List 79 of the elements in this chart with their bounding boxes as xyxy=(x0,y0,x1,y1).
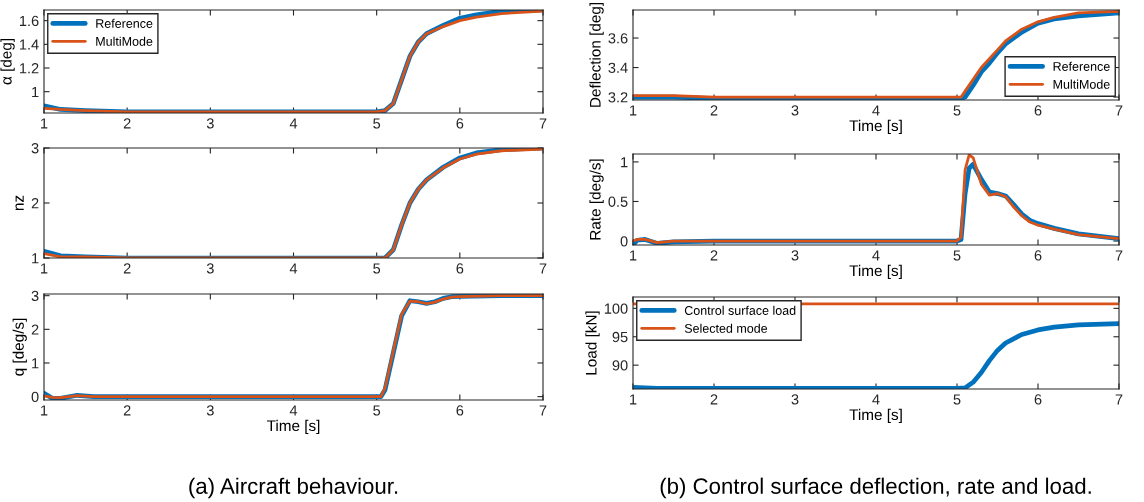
x-tick-label: 5 xyxy=(953,250,961,261)
y-axis-title: Load [kN] xyxy=(585,311,600,375)
y-tick-label: 0.5 xyxy=(608,196,628,207)
y-tick-label: 2 xyxy=(31,198,39,209)
y-tick-label: 0 xyxy=(620,236,628,247)
legend-label: Reference xyxy=(96,18,153,28)
y-tick-label: 0 xyxy=(31,391,39,403)
x-tick-label: 7 xyxy=(539,405,547,416)
x-tick-label: 7 xyxy=(539,263,547,274)
x-tick-label: 4 xyxy=(289,405,298,416)
x-tick-label: 5 xyxy=(373,263,381,274)
x-tick-label: 3 xyxy=(791,250,799,261)
y-axis-title: Rate [deg/s] xyxy=(589,159,604,240)
x-tick-label: 2 xyxy=(710,250,718,261)
y-tick-label: 1.2 xyxy=(19,63,39,74)
x-tick-label: 1 xyxy=(630,394,637,405)
x-tick-label: 6 xyxy=(456,118,464,129)
x-axis-title: Time [s] xyxy=(849,264,902,280)
x-tick-label: 1 xyxy=(630,250,637,261)
x-tick-label: 1 xyxy=(41,118,48,129)
x-tick-label: 3 xyxy=(791,394,799,405)
y-tick-label: 1.6 xyxy=(19,15,39,27)
x-tick-label: 6 xyxy=(1034,105,1042,116)
x-tick-label: 2 xyxy=(710,105,718,116)
x-tick-label: 2 xyxy=(123,118,131,129)
x-tick-label: 1 xyxy=(41,405,48,416)
y-tick-label: 3.6 xyxy=(608,33,628,44)
x-tick-label: 2 xyxy=(710,394,718,405)
legend-label: MultiMode xyxy=(1053,79,1110,89)
y-tick-label: 1 xyxy=(32,86,39,97)
x-tick-label: 4 xyxy=(872,250,880,261)
x-tick-label: 7 xyxy=(1115,105,1123,116)
y-tick-label: 90 xyxy=(612,360,628,371)
text: (b) Control surface deflection, rate and load. xyxy=(660,477,1091,499)
x-tick-label: 2 xyxy=(123,263,131,274)
x-tick-label: 4 xyxy=(872,394,880,405)
y-tick-label: 1 xyxy=(32,358,39,369)
x-tick-label: 3 xyxy=(791,105,799,116)
x-tick-label: 6 xyxy=(456,263,464,274)
x-tick-label: 7 xyxy=(1115,250,1123,261)
y-tick-label: 95 xyxy=(612,331,628,343)
x-axis-title: Time [s] xyxy=(849,408,902,424)
y-tick-label: 2 xyxy=(31,324,39,335)
legend-label: Selected mode xyxy=(684,323,768,333)
x-tick-label: 3 xyxy=(206,263,214,274)
x-axis-title: Time [s] xyxy=(849,119,902,135)
y-axis-title: Deflection [deg] xyxy=(589,3,604,107)
x-tick-label: 6 xyxy=(456,405,464,416)
x-tick-label: 4 xyxy=(872,105,880,116)
legend-label: Reference xyxy=(1053,61,1110,71)
y-tick-label: 3.4 xyxy=(608,62,628,73)
x-tick-label: 5 xyxy=(373,118,381,129)
x-tick-label: 5 xyxy=(953,394,961,405)
x-tick-label: 3 xyxy=(206,118,214,129)
x-tick-label: 7 xyxy=(1115,394,1123,405)
x-tick-label: 6 xyxy=(1034,394,1042,405)
y-tick-label: 3.2 xyxy=(608,92,628,103)
x-tick-label: 1 xyxy=(630,105,637,116)
y-tick-label: 3 xyxy=(31,290,39,302)
legend-label: MultiMode xyxy=(96,36,153,46)
y-axis-title: q [deg/s] xyxy=(12,318,27,376)
x-tick-label: 4 xyxy=(289,118,298,129)
y-tick-label: 1 xyxy=(621,157,628,168)
text: (a) Aircraft behaviour. xyxy=(189,477,398,499)
y-axis-title: α [deg] xyxy=(0,39,15,85)
y-tick-label: 1.4 xyxy=(19,39,39,50)
x-tick-label: 3 xyxy=(206,405,214,416)
y-tick-label: 3 xyxy=(31,143,39,154)
y-axis-title: nz xyxy=(15,195,24,211)
y-tick-label: 100 xyxy=(604,303,628,314)
x-tick-label: 2 xyxy=(123,405,131,416)
x-tick-label: 1 xyxy=(41,263,48,274)
x-tick-label: 7 xyxy=(539,118,547,129)
x-tick-label: 5 xyxy=(373,405,381,416)
legend-label: Control surface load xyxy=(684,305,796,315)
x-tick-label: 5 xyxy=(953,105,961,116)
x-axis-title: Time [s] xyxy=(266,419,320,435)
x-tick-label: 6 xyxy=(1034,250,1042,261)
x-tick-label: 4 xyxy=(289,263,298,274)
